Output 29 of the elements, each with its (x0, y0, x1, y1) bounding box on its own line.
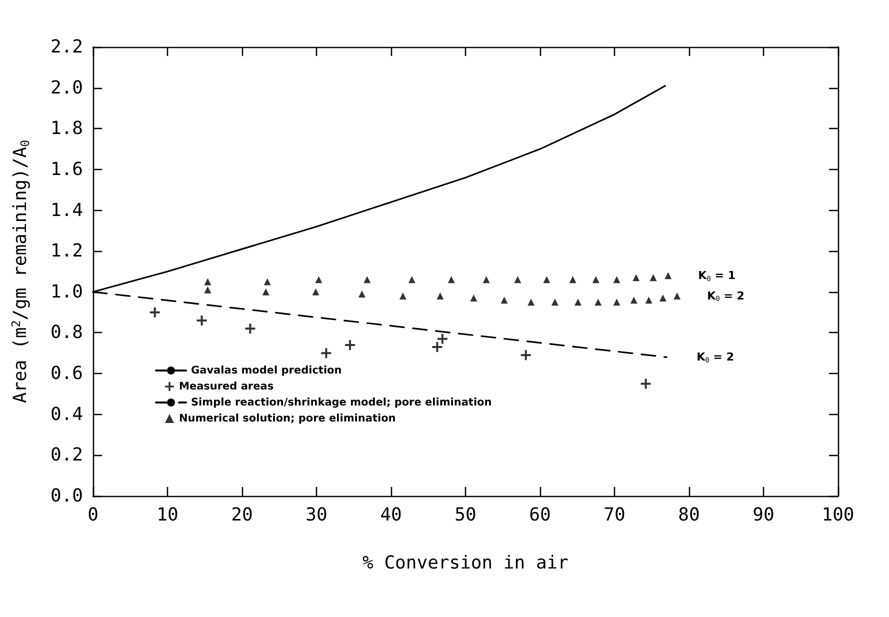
y-tick-label: 1.8 (50, 118, 83, 140)
x-tick-label: 70 (604, 504, 626, 526)
x-axis-title: % Conversion in air (362, 552, 569, 574)
y-tick-label: 0.2 (50, 444, 83, 466)
y-tick-label: 1.6 (50, 158, 83, 180)
y-tick-label: 0.0 (50, 486, 83, 506)
y-tick-label: 0.6 (50, 363, 83, 384)
x-tick-label: 100 (822, 504, 854, 526)
legend-label: Numerical solution; pore elimination (179, 412, 396, 424)
y-tick-label: 1.2 (50, 240, 83, 262)
x-tick-label: 0 (88, 504, 98, 526)
y-tick-label: 1.4 (50, 200, 83, 221)
y-tick-label: 1.0 (50, 281, 83, 302)
x-tick-label: 20 (231, 504, 253, 526)
y-tick-label: 2.0 (50, 77, 83, 98)
x-tick-label: 90 (752, 504, 774, 526)
legend-label: Gavalas model prediction (191, 364, 342, 376)
x-tick-label: 80 (678, 504, 700, 526)
x-tick-label: 10 (156, 504, 178, 526)
legend-label: Simple reaction/shrinkage model; pore elimination (191, 396, 492, 408)
x-tick-label: 60 (529, 504, 551, 526)
x-tick-label: 50 (454, 504, 476, 526)
y-tick-label: 0.8 (50, 322, 83, 344)
legend-label: Measured areas (179, 380, 274, 392)
y-axis-title: Area (m2/gm remaining)/A0 (9, 140, 32, 404)
x-tick-label: 30 (306, 504, 328, 526)
y-tick-label: 0.4 (50, 404, 83, 425)
x-tick-label: 40 (380, 504, 402, 526)
y-tick-label: 2.2 (50, 36, 83, 58)
